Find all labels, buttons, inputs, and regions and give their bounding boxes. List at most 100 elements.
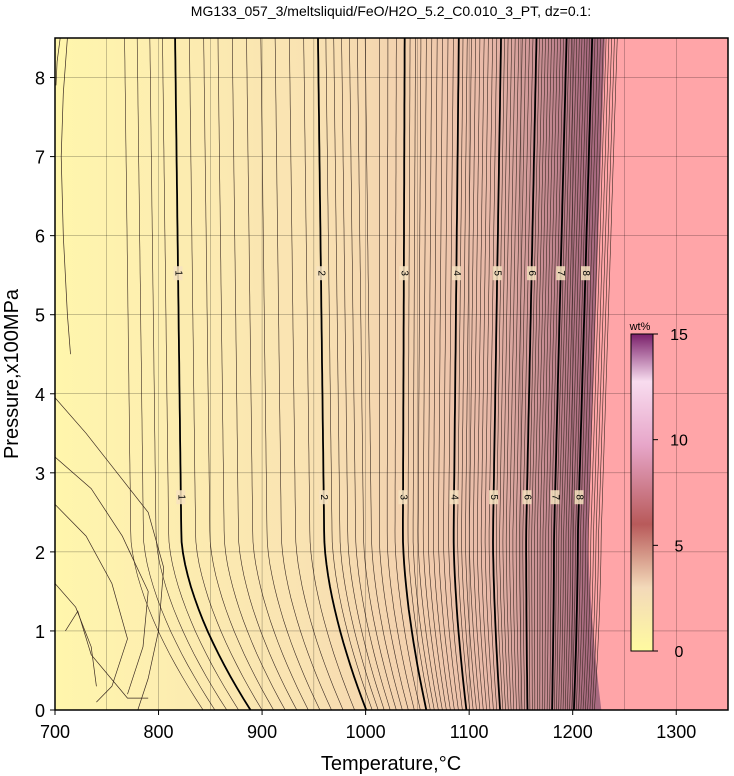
minor-contour — [567, 38, 585, 710]
minor-contour — [472, 38, 484, 710]
x-tick-label: 1200 — [553, 722, 593, 742]
colorbar: wt% 0 5 10 15 — [629, 321, 688, 661]
minor-contour — [594, 38, 618, 710]
minor-contour — [433, 38, 451, 710]
low-temperature-contours — [55, 38, 165, 710]
minor-contour — [357, 38, 397, 710]
major-contour-1 — [174, 38, 252, 710]
minor-contour — [585, 38, 607, 710]
contour-label-bg — [550, 490, 560, 505]
minor-contour — [136, 38, 216, 710]
minor-contour — [480, 38, 491, 710]
x-axis: 700 800 900 1000 1100 1200 1300 — [40, 710, 696, 742]
minor-contour — [549, 38, 564, 710]
contour-label-bg — [319, 490, 329, 505]
contour-label: 4 — [451, 270, 462, 276]
major-contour-5 — [492, 38, 502, 710]
low-temperature-contour — [55, 456, 149, 695]
minor-contour — [394, 38, 421, 710]
y-tick-label: 8 — [35, 69, 45, 89]
low-temperature-contour — [55, 397, 165, 710]
contour-label: 7 — [550, 494, 561, 500]
minor-contour — [469, 38, 481, 710]
minor-contour — [515, 38, 527, 710]
contour-label: 1 — [175, 494, 186, 500]
contour-label-bg — [522, 490, 532, 505]
contour-label: 8 — [574, 494, 585, 500]
minor-contour — [554, 38, 570, 710]
contour-label-bg — [492, 266, 502, 281]
contour-label-bg — [451, 266, 461, 281]
contour-label-bg — [176, 490, 186, 505]
major-contour-4 — [452, 38, 468, 710]
minor-contour — [443, 38, 459, 710]
minor-contour — [412, 38, 435, 710]
minor-contour — [325, 38, 373, 710]
y-tick-label: 3 — [35, 464, 45, 484]
contour-label-bg — [527, 266, 537, 281]
contour-label: 2 — [315, 270, 326, 276]
x-tick-label: 800 — [144, 722, 174, 742]
low-temperature-contour — [55, 504, 128, 703]
minor-contour — [541, 38, 555, 710]
x-tick-label: 1300 — [656, 722, 696, 742]
minor-contour — [546, 38, 561, 710]
minor-contour — [499, 38, 509, 710]
minor-contour — [488, 38, 498, 710]
minor-contour — [539, 38, 552, 710]
minor-contour — [495, 38, 505, 710]
minor-contour — [162, 38, 239, 710]
minor-contour — [534, 38, 546, 710]
contour-label: 3 — [398, 270, 409, 276]
y-tick-label: 4 — [35, 385, 45, 405]
major-contours: 1 1 2 2 3 3 4 4 5 5 6 6 7 7 8 8 — [173, 38, 594, 710]
chart-title: MG133_057_3/meltsliquid/FeO/H2O_5.2_C0.0… — [191, 3, 591, 19]
minor-contour — [461, 38, 474, 710]
minor-contour — [562, 38, 580, 710]
minor-contour — [505, 38, 516, 710]
x-tick-label: 1000 — [346, 722, 386, 742]
colorbar-tick-label: 0 — [675, 644, 684, 661]
contour-label: 5 — [488, 494, 499, 500]
y-tick-label: 6 — [35, 227, 45, 247]
minor-contour — [578, 38, 599, 710]
minor-contour — [569, 38, 588, 710]
minor-contour — [428, 38, 447, 710]
contour-label: 7 — [555, 270, 566, 276]
minor-contour — [502, 38, 512, 710]
colorbar-tick-label: 15 — [670, 327, 688, 344]
minor-contour — [587, 38, 610, 710]
major-contour-2 — [317, 38, 368, 710]
colorbar-title: wt% — [629, 321, 651, 333]
minor-contour — [417, 38, 439, 710]
minor-contour — [558, 38, 575, 710]
low-temperature-contour — [60, 38, 71, 355]
minor-contour — [457, 38, 471, 710]
contour-label: 6 — [526, 270, 537, 276]
minor-contour — [341, 38, 385, 710]
contour-label: 8 — [580, 270, 591, 276]
minor-contour — [582, 38, 604, 710]
colorbar-tick-label: 5 — [675, 538, 684, 555]
minor-contour — [484, 38, 494, 710]
minor-contour — [246, 38, 309, 710]
minor-contour — [591, 38, 615, 710]
low-temperature-contour — [55, 583, 97, 687]
minor-contour — [149, 38, 228, 710]
minor-contour — [560, 38, 578, 710]
minor-contour — [189, 38, 263, 710]
minor-contour — [379, 38, 409, 710]
contour-label-bg — [173, 266, 183, 281]
minor-contour — [422, 38, 443, 710]
minor-contour — [232, 38, 298, 710]
contour-label-bg — [398, 490, 408, 505]
contour-label: 3 — [398, 494, 409, 500]
y-tick-label: 0 — [35, 701, 45, 721]
minor-contour — [512, 38, 523, 710]
contour-label-bg — [581, 266, 590, 281]
major-contour-3 — [402, 38, 428, 710]
major-contour-7 — [551, 38, 568, 710]
minor-contour — [519, 38, 530, 710]
minor-contour — [448, 38, 463, 710]
x-tick-label: 700 — [40, 722, 70, 742]
